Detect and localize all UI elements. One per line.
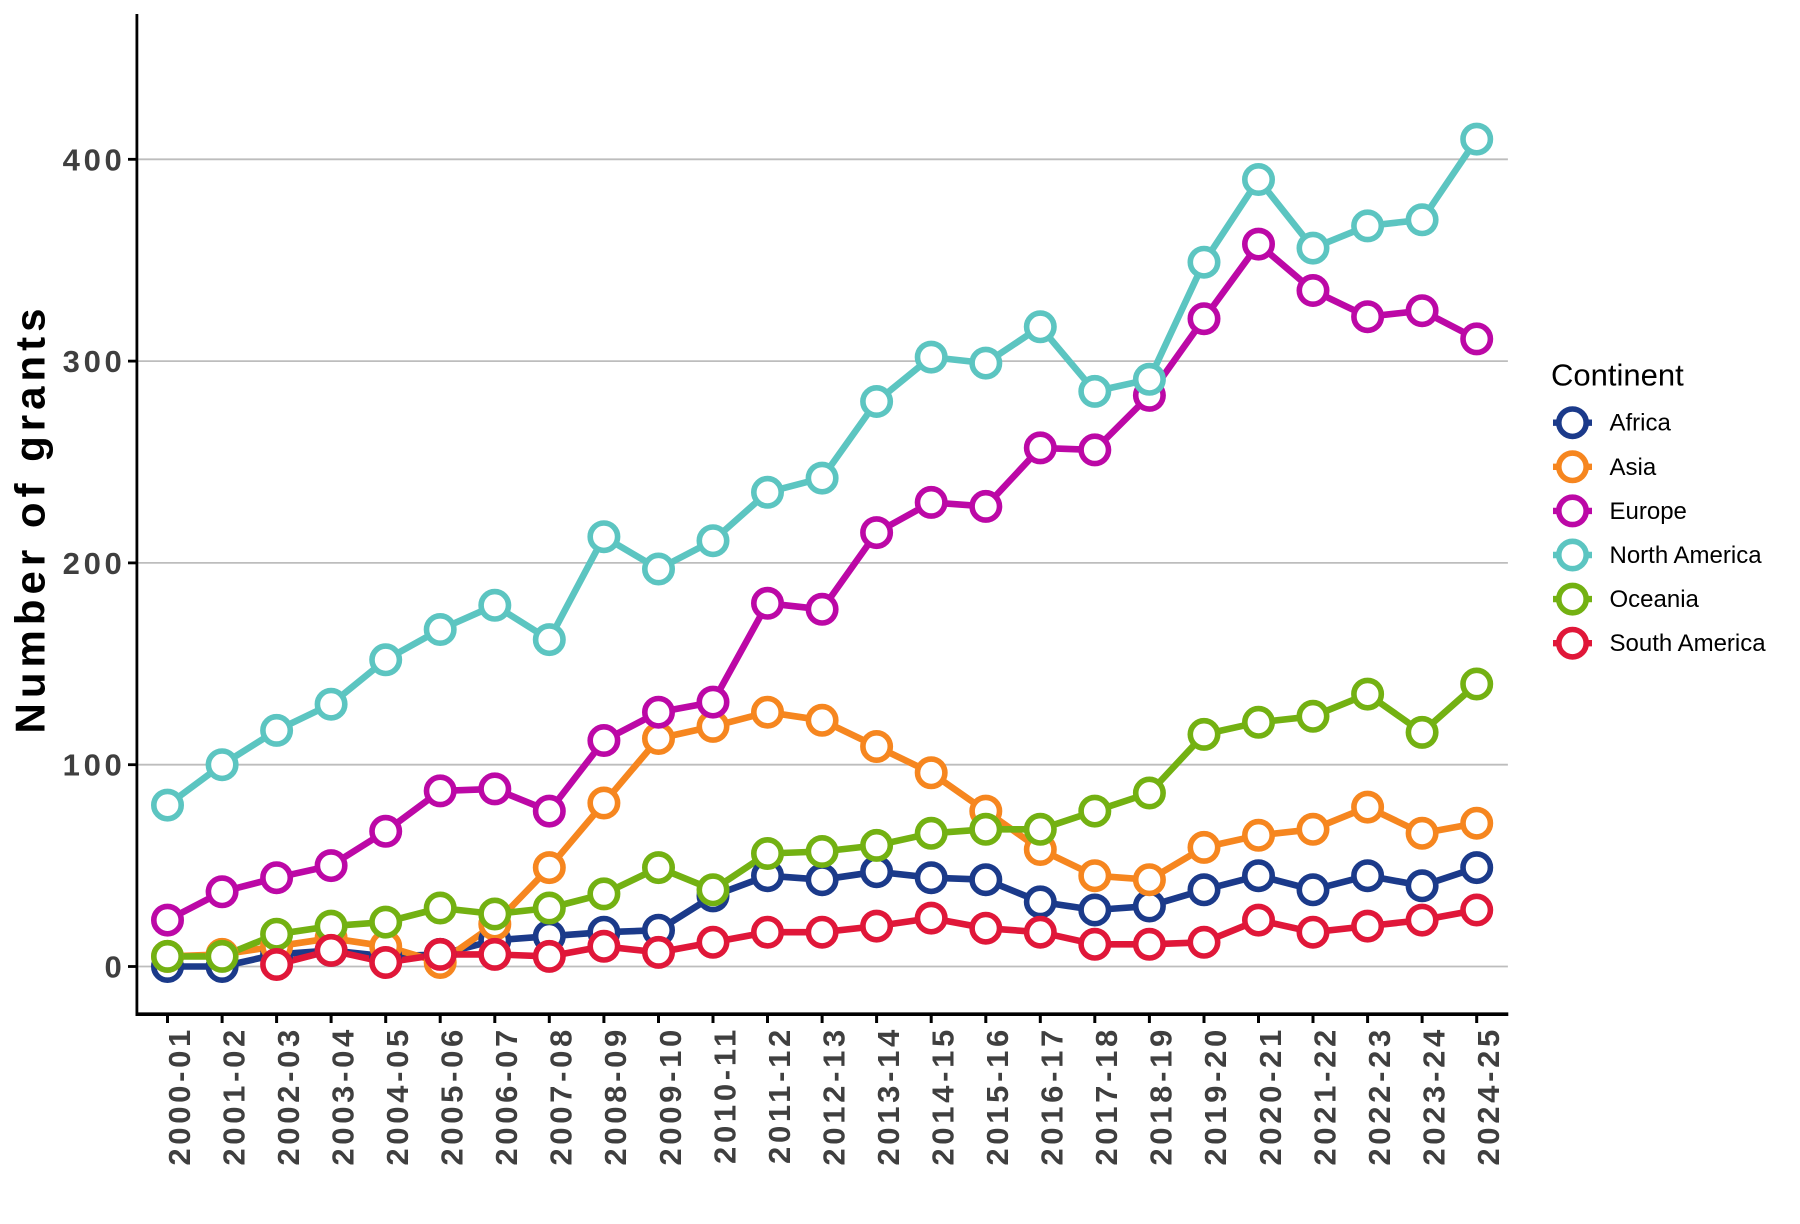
- svg-text:2001-02: 2001-02: [216, 1026, 251, 1166]
- svg-text:2000-01: 2000-01: [162, 1026, 197, 1166]
- svg-text:Europe: Europe: [1610, 498, 1687, 525]
- svg-text:2010-11: 2010-11: [707, 1026, 742, 1164]
- svg-text:2023-24: 2023-24: [1416, 1026, 1451, 1166]
- svg-text:200: 200: [63, 546, 126, 581]
- svg-text:2022-23: 2022-23: [1362, 1026, 1397, 1166]
- svg-text:300: 300: [63, 344, 126, 379]
- svg-text:2006-07: 2006-07: [489, 1026, 524, 1166]
- svg-text:Number of grants: Number of grants: [7, 303, 54, 733]
- svg-text:2013-14: 2013-14: [871, 1026, 906, 1166]
- svg-text:Asia: Asia: [1610, 454, 1657, 481]
- svg-text:2014-15: 2014-15: [926, 1026, 961, 1166]
- svg-text:South America: South America: [1610, 630, 1767, 657]
- svg-text:Continent: Continent: [1551, 358, 1684, 393]
- svg-text:100: 100: [63, 748, 126, 783]
- svg-text:2004-05: 2004-05: [380, 1026, 415, 1166]
- svg-text:2008-09: 2008-09: [598, 1026, 633, 1166]
- svg-text:2020-21: 2020-21: [1253, 1026, 1288, 1166]
- svg-text:2018-19: 2018-19: [1144, 1026, 1179, 1166]
- svg-text:2019-20: 2019-20: [1198, 1026, 1233, 1166]
- svg-text:2021-22: 2021-22: [1307, 1026, 1342, 1166]
- svg-text:2015-16: 2015-16: [980, 1026, 1015, 1166]
- svg-text:2016-17: 2016-17: [1035, 1026, 1070, 1166]
- svg-text:2002-03: 2002-03: [271, 1026, 306, 1166]
- svg-text:2003-04: 2003-04: [325, 1026, 360, 1166]
- svg-text:2017-18: 2017-18: [1089, 1026, 1124, 1166]
- svg-text:2009-10: 2009-10: [653, 1026, 688, 1166]
- svg-text:Africa: Africa: [1610, 410, 1672, 437]
- svg-text:2024-25: 2024-25: [1471, 1026, 1506, 1166]
- svg-text:2011-12: 2011-12: [762, 1026, 797, 1164]
- svg-text:2012-13: 2012-13: [816, 1026, 851, 1166]
- svg-text:2007-08: 2007-08: [544, 1026, 579, 1166]
- svg-text:0: 0: [105, 950, 126, 985]
- svg-text:North America: North America: [1610, 542, 1763, 569]
- svg-text:400: 400: [63, 142, 126, 177]
- svg-text:2005-06: 2005-06: [435, 1026, 470, 1166]
- svg-text:Oceania: Oceania: [1610, 586, 1700, 613]
